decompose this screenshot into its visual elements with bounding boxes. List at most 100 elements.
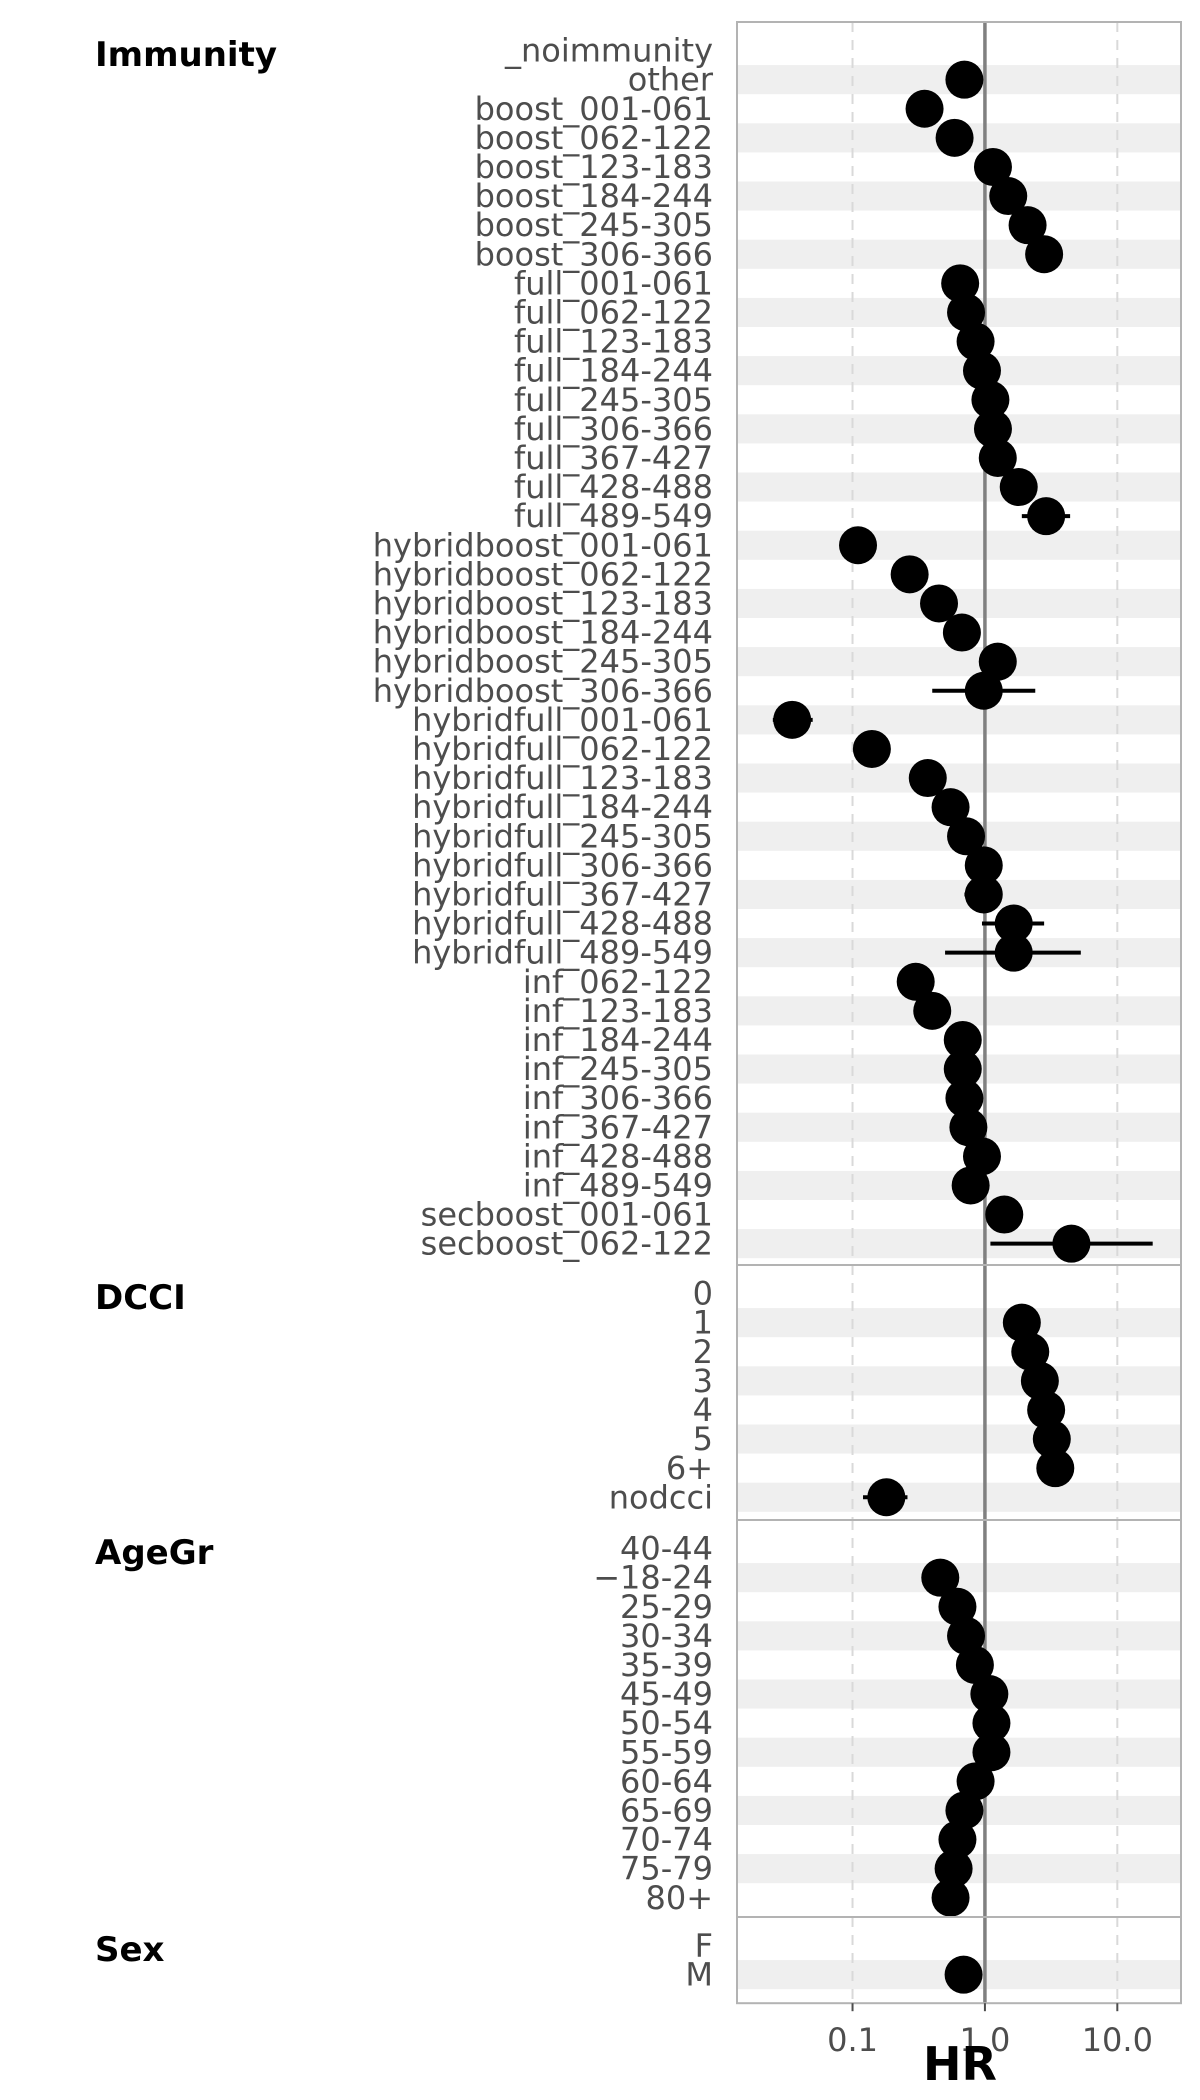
row-label: hybridfull_245-305	[412, 817, 713, 855]
row-label: 70-74	[620, 1821, 713, 1859]
row-label: boost_123-183	[475, 148, 713, 186]
tick-label: 1.0	[959, 2021, 1010, 2059]
row-label: other	[628, 61, 714, 99]
row-label: inf_367-427	[523, 1108, 713, 1146]
row-label: 2	[693, 1333, 713, 1371]
hr-point	[1052, 1224, 1091, 1263]
row-label: full_184-244	[514, 352, 713, 390]
row-label: hybridfull_184-244	[412, 788, 713, 826]
hr-point	[1032, 1420, 1071, 1459]
row-label: full_367-427	[514, 439, 713, 477]
row-label: 75-79	[620, 1850, 713, 1888]
hr-point	[994, 904, 1033, 943]
row-label: nodcci	[609, 1478, 713, 1516]
row-label: 1	[693, 1304, 713, 1342]
row-label: 45-49	[620, 1675, 713, 1713]
hr-point	[944, 1955, 983, 1994]
hr-point	[1027, 497, 1066, 536]
row-label: hybridboost_123-183	[373, 584, 713, 622]
hr-point	[955, 1645, 994, 1684]
row-label: M	[685, 1956, 713, 1994]
row-stripe	[737, 414, 1181, 444]
hr-point	[935, 118, 974, 157]
hr-point	[951, 1166, 990, 1205]
group-title: Sex	[95, 1930, 165, 1970]
row-label: 35-39	[620, 1646, 713, 1684]
panel-border	[736, 1916, 1182, 2005]
row-label: secboost_001-061	[421, 1196, 713, 1234]
hr-point	[973, 147, 1012, 186]
panel-sex: Sex FM	[95, 1916, 1182, 2005]
hr-point	[964, 846, 1003, 885]
hr-point	[970, 1675, 1009, 1714]
row-label: inf_245-305	[523, 1050, 713, 1088]
row-stripe	[737, 647, 1181, 677]
hr-point	[956, 322, 995, 361]
hr-point	[942, 613, 981, 652]
hr-point	[947, 1616, 986, 1655]
row-stripe	[737, 996, 1181, 1026]
hr-point	[964, 671, 1003, 710]
panel-agegr: AgeGr 40-44−18-2425-2930-3435-3945-4950-5…	[95, 1519, 1182, 1928]
row-label: full_001-061	[514, 264, 713, 302]
hr-point	[973, 409, 1012, 448]
row-label: boost_062-122	[475, 119, 713, 157]
hr-point	[839, 526, 878, 565]
hr-point	[962, 1137, 1001, 1176]
row-stripe	[737, 1482, 1181, 1512]
row-label: hybridboost_184-244	[373, 614, 713, 652]
row-label: inf_306-366	[523, 1079, 713, 1117]
group-title: AgeGr	[95, 1533, 214, 1573]
hr-point	[947, 817, 986, 856]
row-label: hybridfull_367-427	[412, 875, 713, 913]
row-label: hybridfull_306-366	[412, 846, 713, 884]
hr-point	[1002, 1303, 1041, 1342]
row-label: hybridfull_123-183	[412, 759, 713, 797]
row-label: inf_123-183	[523, 992, 713, 1030]
row-label: hybridfull_001-061	[412, 701, 713, 739]
hr-point	[905, 89, 944, 128]
row-stripe	[737, 1366, 1181, 1396]
hr-point	[999, 468, 1038, 507]
hr-point	[971, 380, 1010, 419]
row-label: full_306-366	[514, 410, 713, 448]
hr-point	[1036, 1449, 1075, 1488]
row-label: inf_062-122	[523, 963, 713, 1001]
row-label: 6+	[666, 1449, 713, 1487]
row-label: full_062-122	[514, 293, 713, 331]
hr-point	[931, 788, 970, 827]
hr-point	[945, 1079, 984, 1118]
hr-point	[1025, 235, 1064, 274]
row-stripe	[737, 530, 1181, 560]
row-label: 25-29	[620, 1588, 713, 1626]
row-stripe	[737, 1679, 1181, 1709]
hr-point	[913, 991, 952, 1030]
row-label: hybridboost_306-366	[373, 672, 713, 710]
row-label: _noimmunity	[504, 32, 713, 70]
hr-point	[931, 1878, 970, 1917]
group-title: Immunity	[95, 35, 277, 75]
row-stripe	[737, 472, 1181, 502]
row-label: 80+	[645, 1879, 713, 1917]
panel-immunity: Immunity _noimmunityotherboost_001-061boo…	[95, 21, 1182, 1274]
row-stripe	[737, 1308, 1181, 1338]
row-label: 4	[693, 1391, 713, 1429]
row-label: inf_184-244	[523, 1021, 713, 1059]
x-axis-title: HR	[923, 2037, 997, 2091]
hr-point	[943, 1050, 982, 1089]
row-stripe	[737, 239, 1181, 269]
hr-point	[938, 1820, 977, 1859]
row-label: boost_184-244	[475, 177, 713, 215]
row-label: full_489-549	[514, 497, 713, 535]
row-label: full_245-305	[514, 381, 713, 419]
row-label: 65-69	[620, 1791, 713, 1829]
hr-point	[964, 875, 1003, 914]
tick-label: 10.0	[1082, 2021, 1153, 2059]
hr-point	[972, 1704, 1011, 1743]
hr-point	[962, 351, 1001, 390]
row-label: full_428-488	[514, 468, 713, 506]
row-label: 60-64	[620, 1762, 713, 1800]
hr-point	[956, 1762, 995, 1801]
row-label: 30-34	[620, 1617, 713, 1655]
